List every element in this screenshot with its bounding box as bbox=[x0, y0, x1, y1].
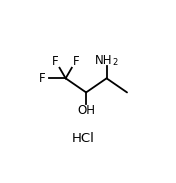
Text: OH: OH bbox=[77, 104, 95, 117]
Text: F: F bbox=[73, 55, 80, 68]
Text: F: F bbox=[51, 55, 58, 68]
Text: F: F bbox=[39, 72, 46, 85]
Text: NH: NH bbox=[95, 53, 113, 66]
Text: HCl: HCl bbox=[72, 132, 95, 145]
Text: 2: 2 bbox=[113, 58, 118, 67]
